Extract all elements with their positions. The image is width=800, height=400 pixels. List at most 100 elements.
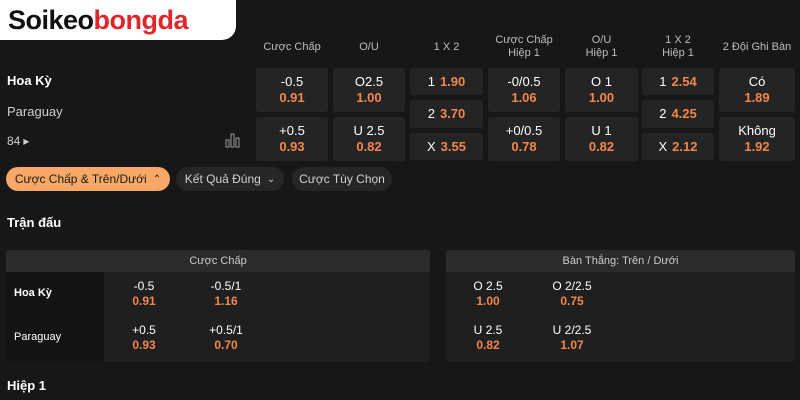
odds-button[interactable]: Có 1.89 bbox=[719, 68, 795, 112]
odds-label: U 2/2.5 bbox=[552, 323, 592, 337]
away-team: Paraguay bbox=[7, 104, 63, 119]
odds-button[interactable]: U 1 0.82 bbox=[565, 117, 638, 161]
header-line: Cược Chấp bbox=[495, 34, 553, 46]
odds-button[interactable]: +0.5 0.93 bbox=[256, 117, 328, 161]
odds-value: 1.16 bbox=[214, 294, 238, 308]
chevron-icon: ⌄ bbox=[266, 173, 276, 185]
header-line: 2 Đội Ghi Bàn bbox=[722, 41, 792, 53]
odds-value: 2.54 bbox=[671, 73, 697, 89]
header-line: Hiệp 1 bbox=[585, 47, 618, 59]
odds-button[interactable]: U 2.5 0.82 bbox=[333, 117, 405, 161]
column-header: O/U Hiệp 1 bbox=[565, 34, 638, 60]
panel-title: Bàn Thắng: Trên / Dưới bbox=[562, 255, 679, 267]
odds-value: 1.90 bbox=[439, 73, 466, 89]
odds-value: 0.82 bbox=[476, 338, 500, 352]
odds-button[interactable]: -0.5 0.91 bbox=[256, 68, 328, 112]
odds-value: 3.55 bbox=[440, 138, 466, 154]
odds-value: 0.93 bbox=[132, 338, 156, 352]
tab-label: Cược Chấp & Trên/Dưới bbox=[14, 172, 147, 186]
odds-value: 0.82 bbox=[588, 139, 615, 154]
odds-label: 1 bbox=[427, 73, 435, 89]
odds-button[interactable]: +0/0.5 0.78 bbox=[488, 117, 560, 161]
panel-title: Cược Chấp bbox=[189, 255, 247, 267]
odds-button[interactable]: O2.5 1.00 bbox=[333, 68, 405, 112]
odds-label: 1 bbox=[659, 73, 667, 89]
odds-label: 2 bbox=[659, 106, 667, 121]
header-line: O/U bbox=[591, 34, 612, 46]
odds-button[interactable]: 1 1.90 bbox=[410, 68, 483, 95]
header-line: Hiệp 1 bbox=[662, 47, 694, 59]
logo[interactable]: Soikeo bongda bbox=[0, 0, 236, 40]
odds-label: 2 bbox=[427, 106, 435, 121]
odds-label: O2.5 bbox=[354, 74, 384, 89]
more-markets[interactable]: 84 ▸ bbox=[7, 134, 29, 148]
column-header: Cược Chấp bbox=[256, 41, 328, 54]
odds-label: O 1 bbox=[591, 74, 612, 89]
odds-button[interactable]: X 3.55 bbox=[410, 133, 483, 160]
header-line: 1 X 2 bbox=[665, 34, 691, 46]
odds-button[interactable]: O 2/2.5 0.75 bbox=[537, 278, 607, 310]
odds-value: 0.93 bbox=[279, 139, 305, 154]
odds-button[interactable]: -0/0.5 1.06 bbox=[488, 68, 560, 112]
team-column bbox=[6, 272, 104, 362]
chevron-icon: ⌃ bbox=[152, 173, 162, 185]
odds-label: Không bbox=[738, 123, 776, 138]
odds-button[interactable]: U 2/2.5 1.07 bbox=[537, 322, 607, 354]
odds-value: 1.00 bbox=[476, 294, 500, 308]
odds-label: -0.5 bbox=[133, 279, 155, 293]
odds-button[interactable]: -0.5 0.91 bbox=[109, 278, 179, 310]
odds-button[interactable]: Không 1.92 bbox=[719, 117, 795, 161]
odds-label: +0.5 bbox=[279, 123, 305, 138]
odds-value: 1.06 bbox=[511, 90, 537, 105]
odds-button[interactable]: 2 3.70 bbox=[410, 100, 483, 128]
odds-label: -0.5/1 bbox=[210, 279, 242, 293]
tab-label: Cược Tùy Chọn bbox=[299, 172, 385, 186]
odds-value: 0.75 bbox=[560, 294, 584, 308]
odds-label: +0/0.5 bbox=[505, 123, 543, 138]
odds-button[interactable]: 2 4.25 bbox=[642, 100, 714, 128]
team-name: Paraguay bbox=[14, 331, 62, 343]
odds-button[interactable]: X 2.12 bbox=[642, 133, 714, 160]
odds-value: 0.82 bbox=[356, 139, 382, 154]
odds-button[interactable]: +0.5/1 0.70 bbox=[191, 322, 261, 354]
odds-button[interactable]: O 1 1.00 bbox=[565, 68, 638, 112]
header-line: 1 X 2 bbox=[433, 41, 460, 53]
home-team: Hoa Kỳ bbox=[7, 73, 52, 88]
column-header: Cược Chấp Hiệp 1 bbox=[488, 34, 560, 60]
odds-value: 2.12 bbox=[672, 138, 698, 154]
odds-value: 0.91 bbox=[279, 90, 305, 105]
header-line: O/U bbox=[359, 41, 379, 53]
column-header: 1 X 2 Hiệp 1 bbox=[642, 34, 714, 60]
odds-value: 4.25 bbox=[671, 106, 697, 121]
odds-button[interactable]: +0.5 0.93 bbox=[109, 322, 179, 354]
arrow-icon: ▸ bbox=[23, 134, 30, 148]
section-title: Hiệp 1 bbox=[7, 378, 47, 393]
odds-value: 1.00 bbox=[588, 90, 615, 105]
odds-button[interactable]: 1 2.54 bbox=[642, 68, 714, 95]
odds-label: U 1 bbox=[591, 123, 612, 138]
odds-button[interactable]: -0.5/1 1.16 bbox=[191, 278, 261, 310]
column-header: 2 Đội Ghi Bàn bbox=[719, 41, 795, 54]
odds-value: 0.70 bbox=[214, 338, 238, 352]
tab-label: Kết Quả Đúng bbox=[184, 172, 261, 186]
odds-button[interactable]: O 2.5 1.00 bbox=[453, 278, 523, 310]
tab[interactable]: Kết Quả Đúng ⌄ bbox=[176, 167, 284, 191]
more-count: 84 bbox=[7, 134, 21, 148]
column-header: 1 X 2 bbox=[410, 41, 483, 54]
odds-label: Có bbox=[748, 74, 766, 89]
panel-header: Cược Chấp bbox=[6, 250, 430, 272]
odds-label: U 2.5 bbox=[353, 123, 385, 138]
logo-text: Soikeo bbox=[8, 4, 94, 35]
tab[interactable]: Cược Chấp & Trên/Dưới ⌃ bbox=[6, 167, 170, 191]
odds-value: 1.92 bbox=[744, 139, 770, 154]
odds-label: -0.5 bbox=[280, 74, 304, 89]
odds-value: 0.78 bbox=[511, 139, 537, 154]
section-title: Trận đấu bbox=[7, 215, 62, 230]
odds-button[interactable]: U 2.5 0.82 bbox=[453, 322, 523, 354]
logo-text-accent: bongda bbox=[93, 4, 189, 35]
odds-label: -0/0.5 bbox=[507, 74, 541, 89]
odds-label: +0.5 bbox=[132, 323, 156, 337]
stats-icon[interactable] bbox=[225, 132, 241, 148]
tab[interactable]: Cược Tùy Chọn bbox=[292, 167, 392, 191]
